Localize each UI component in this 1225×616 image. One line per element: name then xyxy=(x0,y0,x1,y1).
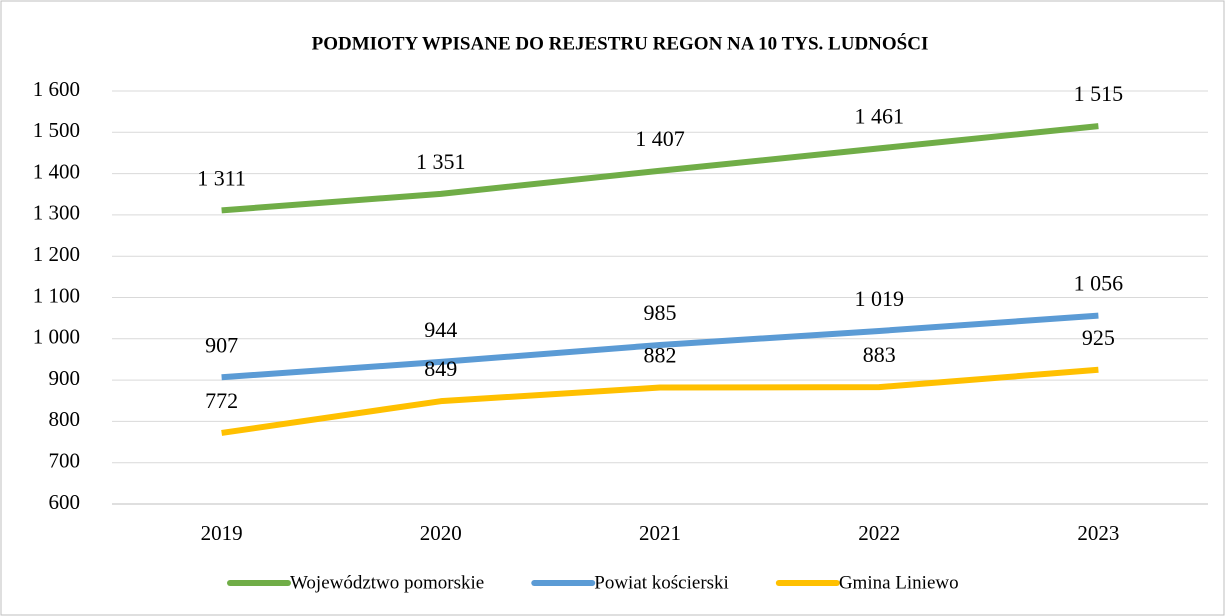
data-label: 772 xyxy=(205,388,238,413)
y-tick-label: 1 100 xyxy=(33,283,80,307)
series-line xyxy=(221,366,1099,436)
y-tick-label: 1 600 xyxy=(33,77,80,101)
x-tick-label: 2022 xyxy=(858,521,900,545)
data-label: 882 xyxy=(644,343,677,368)
legend-label: Powiat kościerski xyxy=(594,572,729,593)
x-tick-label: 2020 xyxy=(420,521,462,545)
y-tick-label: 1 200 xyxy=(33,242,80,266)
legend-label: Województwo pomorskie xyxy=(290,572,484,593)
x-tick-label: 2019 xyxy=(201,521,243,545)
y-tick-label: 600 xyxy=(49,490,81,514)
y-tick-label: 1 300 xyxy=(33,201,80,225)
y-tick-label: 1 000 xyxy=(33,325,80,349)
data-label: 1 461 xyxy=(854,103,904,128)
data-label: 849 xyxy=(424,356,457,381)
y-tick-label: 700 xyxy=(49,449,81,473)
data-label: 1 019 xyxy=(854,286,904,311)
legend-label: Gmina Liniewo xyxy=(839,572,959,593)
data-label: 907 xyxy=(205,332,238,357)
data-label: 925 xyxy=(1082,325,1115,350)
x-tick-label: 2021 xyxy=(639,521,681,545)
y-tick-label: 900 xyxy=(49,366,81,390)
data-label: 1 056 xyxy=(1074,271,1124,296)
series-line xyxy=(221,312,1099,381)
data-label: 1 515 xyxy=(1074,81,1124,106)
chart-title: PODMIOTY WPISANE DO REJESTRU REGON NA 10… xyxy=(312,32,929,54)
series-line xyxy=(221,123,1099,214)
y-tick-label: 1 400 xyxy=(33,159,80,183)
data-label: 1 351 xyxy=(416,149,466,174)
data-label: 1 311 xyxy=(197,165,246,190)
data-label: 883 xyxy=(863,342,896,367)
y-tick-label: 1 500 xyxy=(33,118,80,142)
y-tick-label: 800 xyxy=(49,407,81,431)
data-label: 985 xyxy=(644,300,677,325)
data-label: 1 407 xyxy=(635,126,685,151)
data-label: 944 xyxy=(424,317,457,342)
x-tick-label: 2023 xyxy=(1077,521,1119,545)
